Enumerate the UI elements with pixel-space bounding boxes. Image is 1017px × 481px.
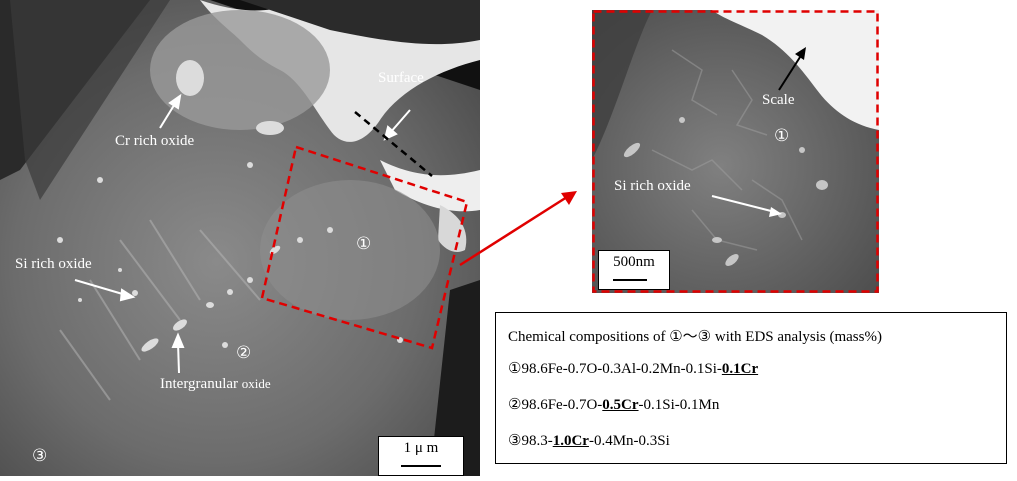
marker-2: ② <box>236 343 252 362</box>
main-scale-bar-text: 1 μ m <box>403 440 439 456</box>
si-rich-oxide-label: Si rich oxide <box>15 256 92 272</box>
intergranular-word: Intergranular <box>160 376 239 392</box>
zoom-arrow <box>459 191 577 267</box>
inset-scale-bar-text: 500nm <box>613 254 655 270</box>
row2-text: ②98.6Fe-0.7O- <box>508 397 603 413</box>
row3-cr: 1.0Cr <box>552 433 589 449</box>
composition-row-2: ②98.6Fe-0.7O-0.5Cr-0.1Si-0.1Mn <box>508 395 719 414</box>
row3-text: ③98.3- <box>508 433 553 449</box>
oxide-word: oxide <box>241 376 271 391</box>
scale-label: Scale <box>762 92 795 108</box>
row3-post: -0.4Mn-0.3Si <box>588 433 670 449</box>
main-scale-bar-line <box>401 465 441 467</box>
main-scale-bar: 1 μ m <box>378 436 464 476</box>
marker-1-main: ① <box>356 234 372 253</box>
inset-si-rich-oxide-label: Si rich oxide <box>614 178 691 194</box>
inset-micrograph-image <box>592 10 879 293</box>
composition-row-1: ①98.6Fe-0.7O-0.3Al-0.2Mn-0.1Si-0.1Cr <box>508 359 758 378</box>
row2-cr: 0.5Cr <box>602 397 639 413</box>
cr-rich-oxide-label: Cr rich oxide <box>115 133 195 149</box>
inset-scale-bar: 500nm <box>598 250 670 290</box>
row2-post: -0.1Si-0.1Mn <box>638 397 720 413</box>
eds-title: Chemical compositions of ①～③ with EDS an… <box>508 329 882 345</box>
main-micrograph: Surface Cr rich oxide Si rich oxide Inte… <box>0 0 480 476</box>
marker-3: ③ <box>32 446 48 465</box>
eds-composition-box: Chemical compositions of ①～③ with EDS an… <box>495 312 1007 464</box>
inset-scale-bar-line <box>613 279 647 281</box>
surface-label: Surface <box>378 70 424 86</box>
inset-micrograph: Scale Si rich oxide ① 500nm <box>592 10 879 293</box>
intergranular-oxide-label: Intergranular oxide <box>160 376 271 393</box>
row1-text: ①98.6Fe-0.7O-0.3Al-0.2Mn-0.1Si- <box>508 361 722 377</box>
row1-cr: 0.1Cr <box>721 361 759 377</box>
main-micrograph-image <box>0 0 480 476</box>
composition-row-3: ③98.3-1.0Cr-0.4Mn-0.3Si <box>508 431 670 450</box>
marker-1-inset: ① <box>774 126 790 145</box>
